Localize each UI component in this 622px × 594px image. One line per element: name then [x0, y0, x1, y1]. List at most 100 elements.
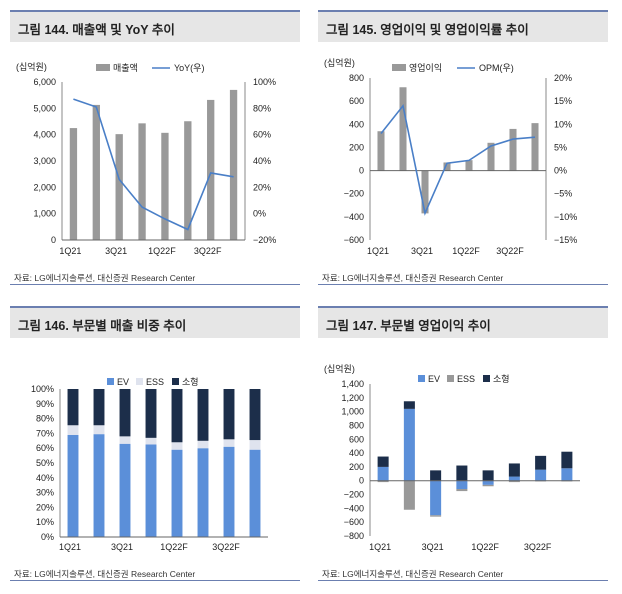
legend-label: EV [117, 377, 129, 387]
bar [115, 134, 123, 240]
y-tick-label: 80% [36, 414, 54, 424]
bar [377, 131, 385, 171]
bar-segment [508, 476, 520, 481]
bar-segment [67, 389, 79, 426]
bar-segment [508, 463, 520, 477]
y-tick-label: 10% [36, 517, 54, 527]
y2-tick-label: 40% [253, 156, 271, 166]
revenue-chart: (십억원) 0 1,000 2,000 3,000 4,000 5,000 6,000 −20%… [16, 61, 276, 256]
bar [207, 99, 215, 240]
y-tick-label: −400 [344, 503, 364, 513]
panel-header: 그림 147. 부문별 영업이익 추이 [318, 306, 608, 338]
bar [138, 123, 146, 240]
bar [421, 170, 429, 214]
y2-tick-label: 0% [554, 166, 567, 176]
x-tick-label: 1Q21 [59, 542, 81, 552]
y-tick-label: 200 [349, 142, 364, 152]
legend-label: 소형 [182, 377, 199, 387]
legend-label: ESS [146, 377, 164, 387]
x-tick-label: 3Q21 [411, 246, 433, 256]
bar-segment [93, 425, 105, 435]
source-note: 자료: LG에너지솔루션, 대신증권 Research Center [14, 569, 196, 579]
bar-segment [535, 455, 547, 470]
y-tick-label: 1,000 [341, 407, 364, 417]
x-tick-label: 1Q22F [452, 246, 480, 256]
series-line [380, 103, 536, 216]
y2-tick-label: 100% [253, 77, 276, 87]
legend-swatch [447, 375, 454, 382]
bar-segment [430, 470, 442, 481]
bar [161, 132, 169, 240]
segment-sales-mix-chart: 0% 10% 20% 30% 40% 50% 60% 70% 80% 90% 100% 1Q21 3Q2… [31, 377, 268, 552]
y-tick-label: −800 [344, 531, 364, 541]
chart-title: 그림 147. 부문별 영업이익 추이 [326, 319, 491, 333]
chart-panel-operating-profit: 그림 145. 영업이익 및 영업이익률 추이 (십억원) −600 −400 −20… [318, 10, 608, 290]
bar-segment [249, 449, 261, 537]
x-tick-label: 1Q21 [367, 246, 389, 256]
legend-label: OPM(우) [479, 63, 514, 73]
x-tick-label: 3Q22F [496, 246, 524, 256]
chart-title: 그림 144. 매출액 및 YoY 추이 [18, 23, 175, 37]
y-tick-label: −600 [344, 235, 364, 245]
bar [399, 87, 407, 171]
bar [531, 123, 539, 171]
y2-tick-label: −10% [554, 212, 577, 222]
bar-segment [93, 389, 105, 426]
bar [487, 142, 495, 171]
bar-segment [171, 449, 183, 537]
y-tick-label: 600 [349, 96, 364, 106]
panel-header: 그림 145. 영업이익 및 영업이익률 추이 [318, 10, 608, 42]
bar-segment [67, 425, 79, 435]
y-tick-label: −200 [344, 490, 364, 500]
bar-segment [403, 408, 415, 481]
chart-panel-segment-profit: 그림 147. 부문별 영업이익 추이 (십억원) −800 −600 −400 −20… [318, 306, 608, 586]
bar-segment [456, 489, 468, 492]
y-tick-label: 40% [36, 473, 54, 483]
y2-tick-label: −15% [554, 235, 577, 245]
y-tick-label: 1,400 [341, 379, 364, 389]
bar-segment [482, 484, 494, 487]
x-tick-label: 3Q21 [111, 542, 133, 552]
x-tick-label: 3Q21 [422, 542, 444, 552]
y2-tick-label: 20% [554, 73, 572, 83]
bar-segment [535, 469, 547, 481]
bottom-rule [10, 580, 300, 581]
bottom-rule [318, 284, 608, 285]
legend-label: 소형 [493, 374, 510, 384]
source-note: 자료: LG에너지솔루션, 대신증권 Research Center [322, 569, 504, 579]
y2-tick-label: 60% [253, 130, 271, 140]
y-tick-label: 2,000 [33, 182, 56, 192]
bar-segment [482, 480, 494, 485]
bar-segment [430, 515, 442, 517]
y-tick-label: 1,200 [341, 393, 364, 403]
y-tick-label: 0 [359, 476, 364, 486]
bar [229, 89, 238, 241]
y2-tick-label: −20% [253, 235, 276, 245]
bar [465, 160, 473, 171]
y-tick-label: −600 [344, 517, 364, 527]
bar-segment [223, 446, 235, 537]
y2-tick-label: 0% [253, 209, 266, 219]
bar-segment [119, 436, 131, 444]
legend-swatch [483, 375, 490, 382]
bar-segment [249, 389, 261, 441]
bar-segment [482, 470, 494, 481]
y-axis-unit-label: (십억원) [324, 57, 355, 68]
y-tick-label: 100% [31, 384, 54, 394]
y-tick-label: 1,000 [33, 209, 56, 219]
bar-segment [171, 442, 183, 450]
y-tick-label: 0 [359, 166, 364, 176]
segment-profit-chart: (십억원) −800 −600 −400 −200 0 200 400 600 800 1,000 1… [324, 363, 580, 552]
legend-label: 영업이익 [409, 62, 442, 73]
bar [443, 162, 451, 171]
bar-segment [93, 434, 105, 537]
x-tick-label: 1Q22F [471, 542, 499, 552]
legend-swatch [107, 378, 114, 385]
x-tick-label: 3Q22F [212, 542, 240, 552]
y-tick-label: 0% [41, 532, 54, 542]
y-axis-unit-label: (십억원) [16, 61, 47, 72]
bar-segment [430, 480, 442, 516]
bar-segment [377, 480, 389, 483]
y-tick-label: −400 [344, 212, 364, 222]
x-tick-label: 1Q21 [369, 542, 391, 552]
